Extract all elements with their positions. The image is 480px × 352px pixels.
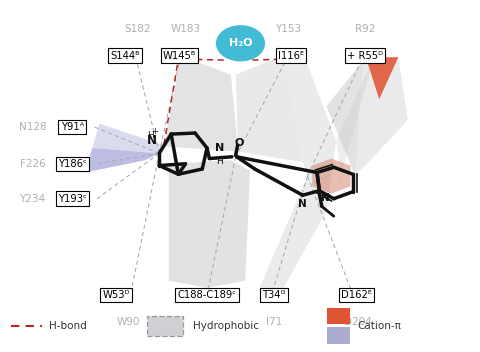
Bar: [326, 327, 350, 344]
Text: + R55ᴰ: + R55ᴰ: [346, 51, 382, 61]
Text: Y234: Y234: [19, 194, 46, 204]
Text: W145ᴮ: W145ᴮ: [162, 51, 195, 61]
Text: D162ᴱ: D162ᴱ: [340, 290, 371, 300]
Bar: [147, 316, 183, 336]
Text: N: N: [320, 194, 329, 203]
Text: Y186ᶜ: Y186ᶜ: [58, 159, 86, 169]
Text: S182: S182: [124, 24, 151, 34]
Text: N: N: [146, 134, 156, 147]
Polygon shape: [92, 124, 161, 153]
Text: N: N: [298, 199, 306, 209]
Text: Y153: Y153: [275, 24, 301, 34]
Polygon shape: [365, 57, 397, 99]
Text: Y91ᴬ: Y91ᴬ: [60, 122, 84, 132]
Text: I116ᴱ: I116ᴱ: [277, 51, 303, 61]
Polygon shape: [168, 160, 250, 288]
Polygon shape: [164, 56, 238, 152]
Polygon shape: [235, 56, 302, 162]
Polygon shape: [312, 158, 350, 194]
Text: H₂O: H₂O: [228, 38, 252, 48]
Text: +: +: [151, 127, 157, 136]
Text: I71: I71: [265, 317, 281, 327]
Bar: [326, 308, 350, 325]
Polygon shape: [85, 148, 159, 172]
Text: N128: N128: [19, 122, 46, 132]
Text: H-bond: H-bond: [49, 321, 87, 331]
Text: H: H: [216, 157, 223, 166]
Text: W53ᴰ: W53ᴰ: [102, 290, 130, 300]
Circle shape: [216, 26, 264, 61]
Text: S144ᴮ: S144ᴮ: [110, 51, 139, 61]
Polygon shape: [336, 56, 373, 194]
Text: Cation-π: Cation-π: [357, 321, 401, 331]
Text: H: H: [147, 131, 154, 140]
Polygon shape: [259, 56, 336, 288]
Text: C188-C189ᶜ: C188-C189ᶜ: [177, 290, 236, 300]
Polygon shape: [326, 57, 407, 176]
Text: Hydrophobic: Hydrophobic: [192, 321, 258, 331]
Text: N: N: [215, 143, 224, 153]
Text: F226: F226: [20, 159, 45, 169]
Text: D204: D204: [343, 317, 371, 327]
Text: R92: R92: [354, 24, 374, 34]
Text: W183: W183: [170, 24, 200, 34]
Polygon shape: [326, 57, 365, 176]
Text: O: O: [234, 138, 244, 148]
Text: T34ᴳ: T34ᴳ: [262, 290, 285, 300]
Text: W90: W90: [116, 317, 140, 327]
Text: Y193ᶜ: Y193ᶜ: [58, 194, 86, 204]
